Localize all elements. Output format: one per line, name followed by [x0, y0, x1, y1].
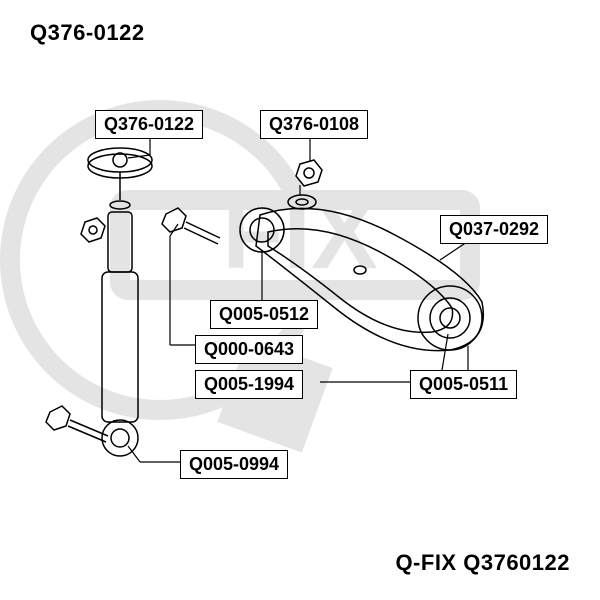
shock-absorber [88, 148, 152, 456]
label-q005-0511: Q005-0511 [410, 370, 517, 399]
label-q005-0512: Q005-0512 [210, 300, 318, 329]
label-q000-0643: Q000-0643 [195, 335, 303, 364]
footer-brand: Q-FIX [395, 550, 456, 575]
label-q376-0122: Q376-0122 [95, 110, 203, 139]
nut-2 [296, 160, 322, 186]
label-q376-0108: Q376-0108 [260, 110, 368, 139]
label-q005-1994: Q005-1994 [195, 370, 303, 399]
label-q037-0292: Q037-0292 [440, 215, 548, 244]
label-q005-0994: Q005-0994 [180, 450, 288, 479]
header-part-number: Q376-0122 [30, 20, 145, 46]
bolt-upper [162, 208, 220, 244]
svg-text:FIX: FIX [222, 178, 378, 290]
footer-code: Q3760122 [463, 550, 570, 575]
footer: Q-FIX Q3760122 [395, 550, 570, 576]
washer [288, 195, 316, 209]
bolt-lower [46, 406, 108, 442]
nut-1 [81, 218, 105, 242]
leaders [128, 135, 470, 462]
